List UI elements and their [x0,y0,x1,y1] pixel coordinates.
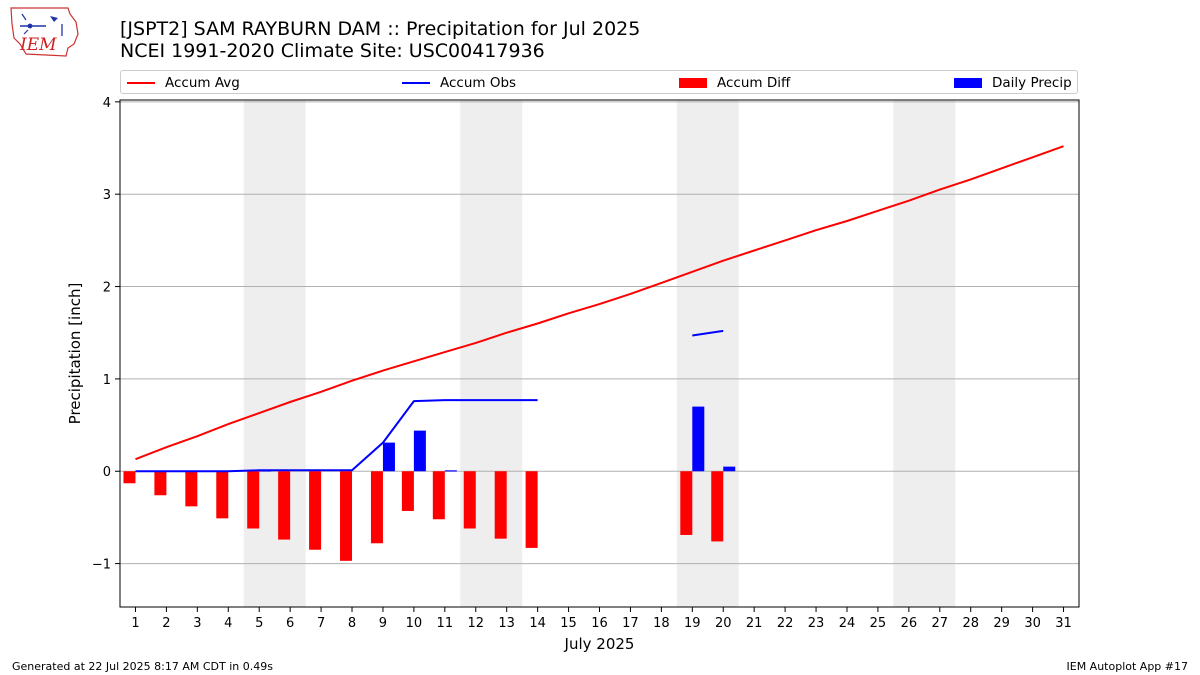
bar-daily-precip [692,406,705,472]
x-axis-label: July 2025 [564,635,635,653]
line-accum-obs [692,329,724,337]
x-tick-label: 29 [993,616,1010,631]
y-tick-label: 2 [103,281,111,296]
bar-daily-precip [723,466,736,472]
iem-logo: IEM [10,7,79,57]
x-tick-label: 17 [622,616,639,631]
weekend-band [893,100,956,607]
bar-accum-diff [680,471,693,535]
x-tick-label: 24 [839,616,856,631]
x-tick-label: 19 [684,616,701,631]
legend-swatch-accum-avg [127,82,155,84]
x-tick-label: 4 [224,616,232,631]
x-tick-label: 26 [901,616,918,631]
bar-accum-diff [123,471,136,484]
grid-lines [120,101,1079,565]
legend-item-daily-precip: Daily Precip [954,74,1072,92]
legend-label-accum-diff: Accum Diff [717,75,791,91]
x-tick-label: 22 [777,616,794,631]
legend-swatch-accum-obs [402,82,430,84]
x-tick-label: 2 [162,616,170,631]
chart-subtitle: NCEI 1991-2020 Climate Site: USC00417936 [120,40,545,62]
bar-accum-diff [309,471,322,550]
bar-accum-diff [216,471,229,519]
x-tick-label: 21 [746,616,763,631]
bar-accum-diff [340,471,353,561]
x-tick-label: 15 [560,616,577,631]
weekend-band [676,100,739,607]
legend-label-daily-precip: Daily Precip [992,75,1072,91]
weekend-shading [243,100,956,607]
y-axis-label: Precipitation [inch] [66,283,84,425]
legend-item-accum-avg: Accum Avg [127,74,240,92]
x-tick-label: 14 [529,616,546,631]
bar-daily-precip [259,470,272,472]
legend: Accum Avg Accum Obs Accum Diff Daily Pre… [120,70,1078,94]
x-tick-label: 5 [255,616,263,631]
x-tick-label: 3 [193,616,201,631]
bar-accum-diff [247,471,260,529]
x-tick-label: 1 [131,616,139,631]
x-tick-label: 16 [591,616,608,631]
bars [123,406,736,561]
y-tick-label: 0 [103,465,111,480]
x-tick-label: 13 [498,616,515,631]
x-tick-label: 23 [808,616,825,631]
bar-accum-diff [463,471,476,529]
weekend-band [460,100,523,607]
legend-label-accum-avg: Accum Avg [165,75,240,91]
weekend-band [243,100,306,607]
bar-accum-diff [494,471,507,539]
x-tick-label: 7 [317,616,325,631]
bar-accum-diff [185,471,198,507]
bar-accum-diff [370,471,383,544]
x-tick-label: 8 [348,616,356,631]
x-tick-label: 18 [653,616,670,631]
x-tick-label: 25 [870,616,887,631]
x-tick-label: 10 [406,616,423,631]
line-accum-avg [135,145,1064,461]
legend-item-accum-obs: Accum Obs [402,74,516,92]
bar-accum-diff [154,471,167,496]
x-tick-label: 27 [932,616,949,631]
legend-label-accum-obs: Accum Obs [440,75,517,91]
series-lines [135,145,1064,473]
y-tick-label: 1 [103,373,111,388]
plot-frame [119,99,1080,608]
x-tick-label: 28 [962,616,979,631]
footer-app: IEM Autoplot App #17 [1066,660,1189,673]
bar-daily-precip [382,442,395,472]
bar-accum-diff [432,471,445,520]
footer-generated: Generated at 22 Jul 2025 8:17 AM CDT in … [12,660,273,673]
bar-accum-diff [711,471,724,542]
x-tick-label: 6 [286,616,294,631]
x-tick-label: 20 [715,616,732,631]
x-tick-label: 11 [437,616,454,631]
bar-accum-diff [525,471,538,548]
bar-accum-diff [278,471,291,540]
y-tick-label: 4 [103,96,111,111]
bar-daily-precip [413,430,426,472]
legend-item-accum-diff: Accum Diff [679,74,790,92]
legend-swatch-accum-diff [679,78,707,88]
bar-accum-diff [401,471,414,511]
y-tick-label: −1 [92,558,111,573]
x-tick-label: 12 [467,616,484,631]
line-accum-obs [135,399,538,473]
legend-swatch-daily-precip [954,78,982,88]
x-tick-label: 31 [1055,616,1072,631]
y-tick-label: 3 [103,188,111,203]
x-tick-label: 30 [1024,616,1041,631]
x-tick-label: 9 [379,616,387,631]
bar-daily-precip [444,470,457,472]
chart-title: [JSPT2] SAM RAYBURN DAM :: Precipitation… [120,18,641,40]
logo-text: IEM [19,35,57,55]
